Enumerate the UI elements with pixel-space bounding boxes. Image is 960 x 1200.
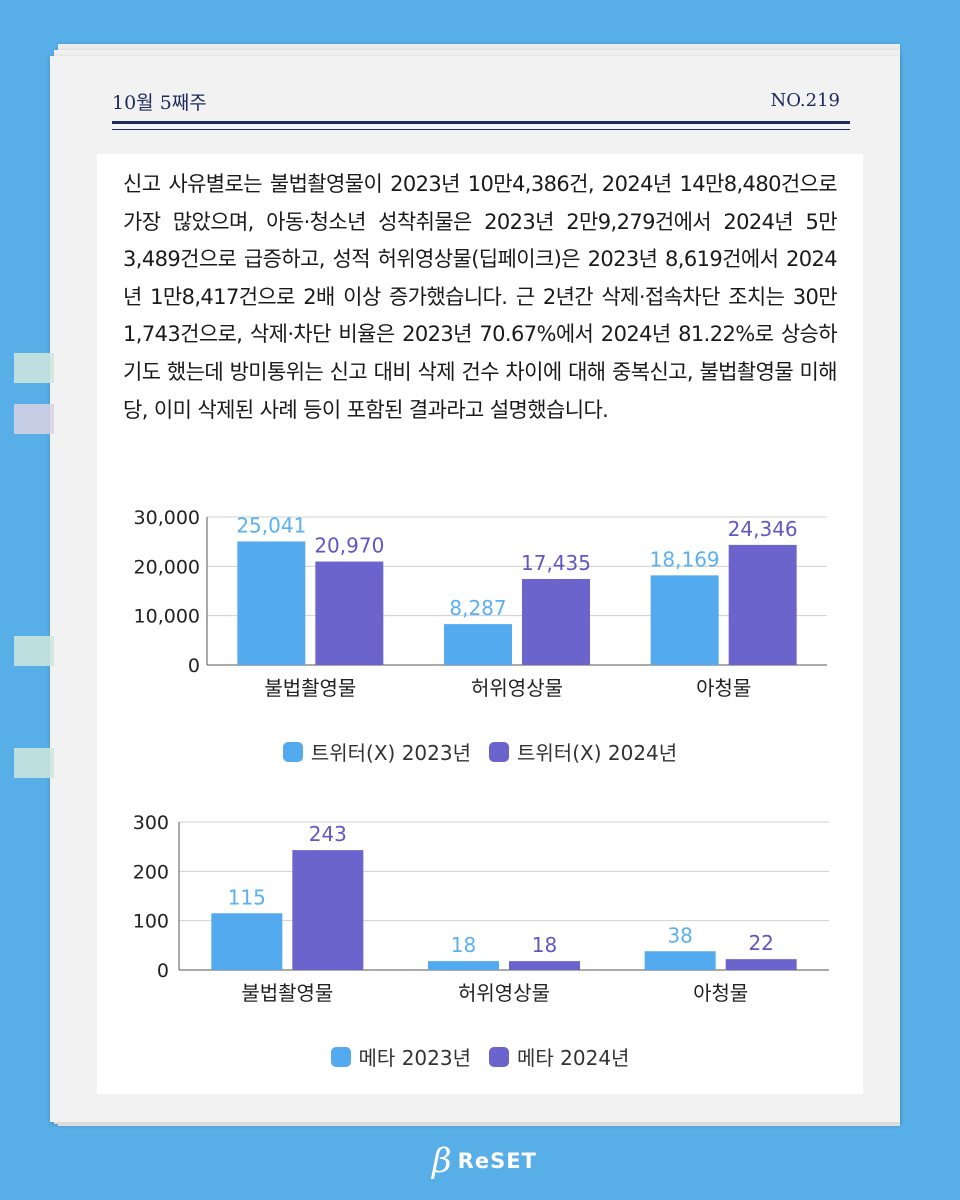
bar-2023 [644,951,716,970]
data-label: 20,970 [314,534,384,558]
data-label: 24,346 [728,517,798,541]
body-paragraph: 신고 사유별로는 불법촬영물이 2023년 10만4,386건, 2024년 1… [123,172,838,422]
bar-2023 [211,913,283,970]
tape-strip [14,404,54,434]
data-label: 22 [748,931,773,955]
tape-strip [14,353,54,383]
legend-swatch [489,741,509,762]
y-tick-label: 200 [133,861,169,883]
y-tick-label: 20,000 [134,556,200,578]
legend-swatch [489,1046,509,1067]
bar-2024 [509,961,580,970]
data-label: 17,435 [521,551,591,575]
data-label: 38 [667,923,692,947]
x-category-label: 허위영상물 [458,981,550,1004]
bar-2023 [428,961,499,970]
data-label: 243 [309,822,347,846]
reset-logo: β ReSET [432,1144,537,1178]
tape-strip [14,748,54,778]
legend-label: 트위터(X) 2023년 [310,741,471,765]
legend-item-2024: 메타 2024년 [489,1042,629,1071]
y-tick-label: 100 [133,911,169,933]
content-panel: 신고 사유별로는 불법촬영물이 2023년 10만4,386건, 2024년 1… [97,154,863,1094]
y-tick-label: 30,000 [134,507,200,529]
legend-swatch [282,741,303,762]
data-label: 8,287 [449,596,506,620]
data-label: 18,169 [650,547,720,571]
legend-item-2023: 트위터(X) 2023년 [282,737,471,766]
meta-chart-legend: 메타 2023년 메타 2024년 [97,1042,863,1071]
meta-bar-chart: 0 100 200 300 115 243 불법촬영물 18 18 허위영상물 38 22 아청물 [97,804,863,1004]
data-label: 115 [228,885,266,909]
data-label: 18 [532,933,557,957]
legend-swatch [330,1046,351,1067]
issue-date: 10월 5째주 [112,92,207,114]
header-rule-thick [112,121,850,124]
x-category-label: 아청물 [696,676,751,699]
y-tick-label: 0 [157,960,169,982]
legend-label: 트위터(X) 2024년 [517,741,678,765]
x-category-label: 허위영상물 [471,676,563,699]
y-tick-label: 300 [133,812,169,834]
twitter-chart-legend: 트위터(X) 2023년 트위터(X) 2024년 [97,737,863,766]
legend-label: 메타 2024년 [517,1046,630,1070]
bar-2024 [728,544,797,665]
twitter-bar-chart: 0 10,000 20,000 30,000 25,041 20,970 불법촬영물 8,28… [97,499,863,699]
bar-2023 [444,624,512,665]
tape-strip [14,636,54,666]
x-category-label: 아청물 [693,981,748,1004]
twitter-chart-svg: 0 10,000 20,000 30,000 25,041 20,970 불법촬영물 8,28… [134,507,827,699]
bar-2023 [237,541,306,665]
x-category-label: 불법촬영물 [264,676,356,699]
issue-number: NO.219 [770,90,840,111]
bar-2024 [725,959,797,970]
data-label: 18 [451,933,476,957]
legend-item-2023: 메타 2023년 [330,1042,471,1071]
legend-label: 메타 2023년 [358,1046,471,1070]
bar-2024 [315,561,384,665]
x-category-label: 불법촬영물 [241,981,333,1004]
meta-chart-svg: 0 100 200 300 115 243 불법촬영물 18 18 허위영상물 38 22 아청물 [133,812,829,1004]
y-tick-label: 0 [188,655,200,677]
bar-2024 [522,578,590,665]
bar-2023 [650,575,719,665]
bar-2024 [292,850,364,970]
header-rule-thin [112,129,850,130]
logo-text: ReSET [457,1149,537,1173]
y-tick-label: 10,000 [134,606,200,628]
data-label: 25,041 [236,513,306,537]
logo-mark-icon: β [432,1141,452,1181]
legend-item-2024: 트위터(X) 2024년 [489,737,677,766]
